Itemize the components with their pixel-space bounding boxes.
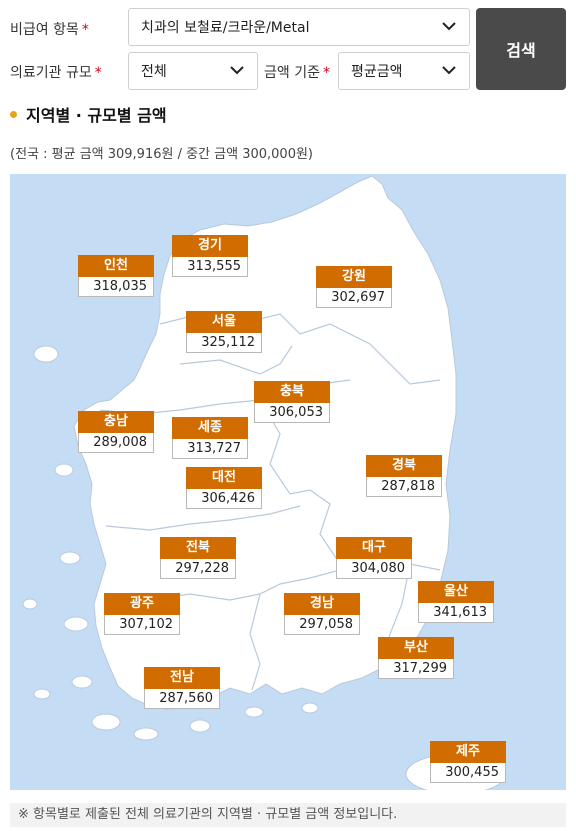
section-title-text: 지역별 · 규모별 금액 [26,106,167,125]
region-label-jeonbuk[interactable]: 전북 297,228 [160,537,236,579]
region-value: 300,455 [430,763,506,783]
region-name: 대구 [336,537,412,559]
chevron-down-icon [230,66,244,75]
price-select-value: 평균금액 [351,64,403,80]
region-value: 304,080 [336,559,412,579]
region-boundary [259,399,341,565]
region-name: 경기 [172,235,248,257]
region-value: 297,058 [284,615,360,635]
region-value: 287,818 [366,477,442,497]
region-label-gyeongnam[interactable]: 경남 297,058 [284,593,360,635]
region-name: 전북 [160,537,236,559]
region-label-gwangju[interactable]: 광주 307,102 [104,593,180,635]
region-label-incheon[interactable]: 인천 318,035 [78,255,154,297]
institution-select[interactable]: 전체 [128,52,258,90]
region-value: 306,426 [186,489,262,509]
region-boundary [105,505,301,531]
chevron-down-icon [442,66,456,75]
region-label-gangwon[interactable]: 강원 302,697 [316,266,392,308]
footnote: ※ 항목별로 제출된 전체 의료기관의 지역별 · 규모별 금액 정보입니다. [10,803,566,827]
island-shape [133,727,159,741]
region-value: 297,228 [160,559,236,579]
item-select-value: 치과의 보철료/크라운/Metal [141,20,310,36]
price-label: 금액 기준 * [264,62,330,82]
region-name: 대전 [186,467,262,489]
region-label-daejeon[interactable]: 대전 306,426 [186,467,262,509]
region-label-seoul[interactable]: 서울 325,112 [186,311,262,353]
island-shape [54,463,74,477]
island-shape [91,713,121,731]
region-name: 울산 [418,581,494,603]
region-value: 302,697 [316,288,392,308]
region-boundary [179,345,293,375]
price-label-text: 금액 기준 [264,65,320,81]
region-label-daegu[interactable]: 대구 304,080 [336,537,412,579]
region-name: 강원 [316,266,392,288]
region-name: 세종 [172,417,248,439]
region-name: 경남 [284,593,360,615]
required-mark: * [322,65,330,81]
search-button[interactable]: 검색 [476,8,566,90]
item-label: 비급여 항목 * [10,19,89,39]
section-title: 지역별 · 규모별 금액 [10,102,167,126]
region-value: 341,613 [418,603,494,623]
region-map: 인천 318,035 경기 313,555 강원 302,697 서울 325,… [10,174,566,790]
region-value: 313,555 [172,257,248,277]
region-value: 313,727 [172,439,248,459]
island-shape [71,675,93,689]
region-value: 306,053 [254,403,330,423]
region-name: 경북 [366,455,442,477]
region-name: 부산 [378,637,454,659]
island-shape [244,706,264,718]
island-shape [59,551,81,565]
island-shape [63,616,89,632]
region-value: 317,299 [378,659,454,679]
bullet-dot-icon [10,110,17,118]
region-name: 서울 [186,311,262,333]
price-select[interactable]: 평균금액 [338,52,470,90]
island-shape [189,719,211,733]
institution-label: 의료기관 규모 * [10,62,102,82]
region-label-chungbuk[interactable]: 충북 306,053 [254,381,330,423]
chevron-down-icon [442,22,456,31]
region-label-chungnam[interactable]: 충남 289,008 [78,411,154,453]
required-mark: * [81,22,89,38]
island-shape [301,702,319,714]
region-value: 287,560 [144,689,220,709]
required-mark: * [94,65,102,81]
region-value: 325,112 [186,333,262,353]
region-name: 충남 [78,411,154,433]
institution-label-text: 의료기관 규모 [10,65,92,81]
item-label-text: 비급여 항목 [10,22,79,38]
region-label-sejong[interactable]: 세종 313,727 [172,417,248,459]
region-label-jeonnam[interactable]: 전남 287,560 [144,667,220,709]
institution-select-value: 전체 [141,64,167,80]
region-label-gyeongbuk[interactable]: 경북 287,818 [366,455,442,497]
item-select[interactable]: 치과의 보철료/크라운/Metal [128,8,470,46]
region-name: 전남 [144,667,220,689]
region-name: 광주 [104,593,180,615]
region-value: 307,102 [104,615,180,635]
region-label-busan[interactable]: 부산 317,299 [378,637,454,679]
island-shape [33,345,59,363]
national-summary: (전국 : 평균 금액 309,916원 / 중간 금액 300,000원) [10,147,313,162]
region-name: 충북 [254,381,330,403]
region-name: 제주 [430,741,506,763]
region-name: 인천 [78,255,154,277]
region-value: 289,008 [78,433,154,453]
island-shape [22,598,38,610]
region-label-ulsan[interactable]: 울산 341,613 [418,581,494,623]
region-boundary [249,593,261,691]
island-shape [33,688,51,700]
region-label-jeju[interactable]: 제주 300,455 [430,741,506,783]
region-value: 318,035 [78,277,154,297]
region-label-gyeonggi[interactable]: 경기 313,555 [172,235,248,277]
